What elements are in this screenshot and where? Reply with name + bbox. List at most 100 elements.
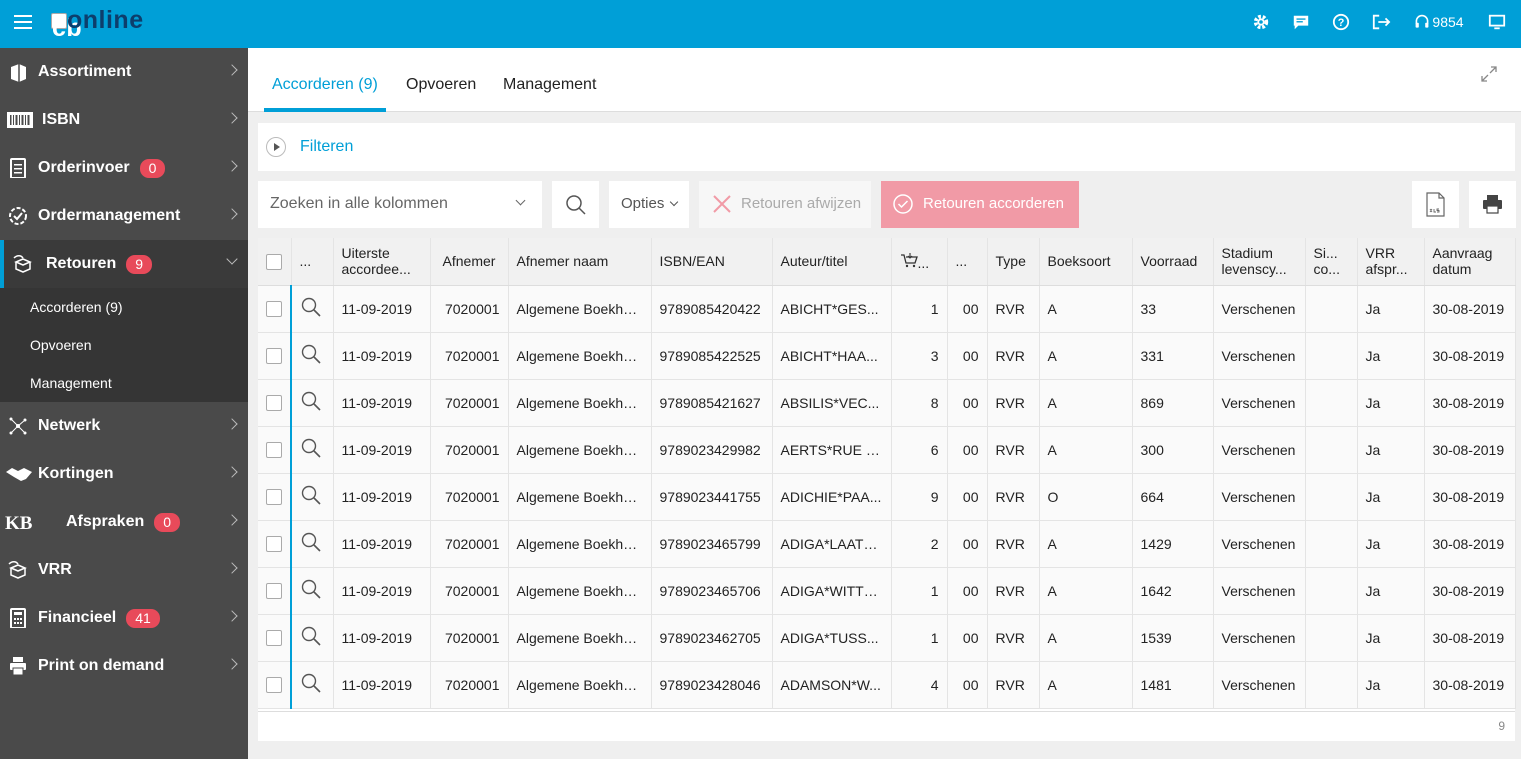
column-header-boeksoort[interactable]: Boeksoort <box>1039 238 1133 286</box>
tab-accorderen[interactable]: Accorderen (9) <box>264 76 386 112</box>
print-button[interactable] <box>1469 181 1516 228</box>
sidebar-subitem-management[interactable]: Management <box>30 375 112 391</box>
magnifier-icon[interactable] <box>300 343 322 365</box>
reject-returns-button[interactable]: Retouren afwijzen <box>699 181 871 228</box>
sidebar-subitem-opvoeren[interactable]: Opvoeren <box>30 337 92 353</box>
row-details-cell[interactable] <box>290 426 334 474</box>
row-checkbox[interactable] <box>266 630 282 647</box>
row-checkbox-cell[interactable] <box>258 520 292 568</box>
table-row[interactable]: 11-09-2019 7020001 Algemene Boekha... 97890… <box>258 332 1516 380</box>
table-row[interactable]: 11-09-2019 7020001 Algemene Boekha... 97890… <box>258 285 1516 333</box>
row-checkbox[interactable] <box>266 348 282 365</box>
row-checkbox-cell[interactable] <box>258 426 292 474</box>
magnifier-icon[interactable] <box>300 484 322 506</box>
count-badge: 0 <box>154 512 181 532</box>
sidebar-item-print-on-demand[interactable]: Print on demand <box>0 642 248 690</box>
magnifier-icon[interactable] <box>300 437 322 459</box>
row-checkbox[interactable] <box>266 301 282 318</box>
sidebar-item-kortingen[interactable]: Kortingen <box>0 450 248 498</box>
select-all-checkbox-cell[interactable] <box>258 238 292 286</box>
row-checkbox[interactable] <box>266 677 282 694</box>
tab-management[interactable]: Management <box>503 76 597 93</box>
row-checkbox[interactable] <box>266 395 282 412</box>
sidebar-item-financieel[interactable]: Financieel 41 <box>0 594 248 642</box>
row-checkbox-cell[interactable] <box>258 473 292 521</box>
row-details-cell[interactable] <box>290 285 334 333</box>
row-details-cell[interactable] <box>290 614 334 662</box>
sidebar-item-assortiment[interactable]: Assortiment <box>0 48 248 96</box>
row-checkbox[interactable] <box>266 536 282 553</box>
logo[interactable]: cbonline <box>51 6 144 42</box>
help-icon[interactable]: ? <box>1331 12 1351 32</box>
column-header-afnemer[interactable]: Afnemer <box>430 238 509 286</box>
column-header-quantity[interactable]: ... <box>891 238 948 286</box>
monitor-icon[interactable] <box>1487 12 1507 32</box>
chat-icon[interactable] <box>1291 12 1311 32</box>
row-checkbox-cell[interactable] <box>258 285 292 333</box>
column-header-code[interactable]: ... <box>947 238 988 286</box>
row-checkbox[interactable] <box>266 489 282 506</box>
column-header-vrr-afspraak[interactable]: VRR afspr... <box>1357 238 1425 286</box>
table-row[interactable]: 11-09-2019 7020001 Algemene Boekha... 97890… <box>258 426 1516 474</box>
table-row[interactable]: 11-09-2019 7020001 Algemene Boekha... 97890… <box>258 379 1516 427</box>
column-header-aanvraag-datum[interactable]: Aanvraag datum <box>1424 238 1516 286</box>
search-input[interactable]: Zoeken in alle kolommen <box>258 181 542 228</box>
sidebar-item-isbn[interactable]: ISBN <box>0 96 248 144</box>
row-details-cell[interactable] <box>290 567 334 615</box>
magnifier-icon[interactable] <box>300 625 322 647</box>
column-header-stadium[interactable]: Stadium levenscy... <box>1213 238 1306 286</box>
column-header-actions[interactable]: ... <box>291 238 334 286</box>
sidebar-item-retouren[interactable]: Retouren 9 <box>0 240 248 288</box>
sidebar-item-netwerk[interactable]: Netwerk <box>0 402 248 450</box>
logout-icon[interactable] <box>1371 12 1391 32</box>
table-row[interactable]: 11-09-2019 7020001 Algemene Boekha... 97890… <box>258 661 1516 709</box>
opties-dropdown[interactable]: Opties <box>609 181 689 228</box>
expand-filter-icon[interactable] <box>266 137 286 157</box>
table-row[interactable]: 11-09-2019 7020001 Algemene Boekha... 97890… <box>258 614 1516 662</box>
search-button[interactable] <box>552 181 599 228</box>
filter-label[interactable]: Filteren <box>300 138 354 155</box>
row-details-cell[interactable] <box>290 473 334 521</box>
row-checkbox[interactable] <box>266 442 282 459</box>
filter-bar[interactable]: Filteren <box>258 123 1515 171</box>
sidebar-item-vrr[interactable]: VRR <box>0 546 248 594</box>
row-checkbox-cell[interactable] <box>258 567 292 615</box>
row-checkbox-cell[interactable] <box>258 332 292 380</box>
column-header-auteur-titel[interactable]: Auteur/titel <box>772 238 892 286</box>
column-header-type[interactable]: Type <box>987 238 1040 286</box>
column-header-afnemer-naam[interactable]: Afnemer naam <box>508 238 652 286</box>
export-xls-button[interactable] <box>1412 181 1459 228</box>
headset-support[interactable]: 9854 <box>1411 12 1467 32</box>
expand-icon[interactable] <box>1481 66 1497 82</box>
select-all-checkbox[interactable] <box>266 253 282 270</box>
column-header-voorraad[interactable]: Voorraad <box>1132 238 1214 286</box>
table-row[interactable]: 11-09-2019 7020001 Algemene Boekha... 97890… <box>258 473 1516 521</box>
settings-gear-icon[interactable] <box>1251 12 1271 32</box>
magnifier-icon[interactable] <box>300 296 322 318</box>
column-header-uiterste-accordeerdatum[interactable]: Uiterste accordee... <box>333 238 431 286</box>
magnifier-icon[interactable] <box>300 672 322 694</box>
sidebar-item-afspraken[interactable]: KB Afspraken 0 <box>0 498 248 546</box>
row-checkbox-cell[interactable] <box>258 379 292 427</box>
magnifier-icon[interactable] <box>300 578 322 600</box>
row-details-cell[interactable] <box>290 332 334 380</box>
column-header-si-co[interactable]: Si... co... <box>1305 238 1358 286</box>
sidebar-item-ordermanagement[interactable]: Ordermanagement <box>0 192 248 240</box>
row-details-cell[interactable] <box>290 379 334 427</box>
sidebar-subitem-accorderen[interactable]: Accorderen (9) <box>30 299 123 315</box>
accept-returns-button[interactable]: Retouren accorderen <box>881 181 1079 228</box>
row-checkbox[interactable] <box>266 583 282 600</box>
sidebar-item-orderinvoer[interactable]: Orderinvoer 0 <box>0 144 248 192</box>
hamburger-menu-icon[interactable] <box>14 15 32 33</box>
row-checkbox-cell[interactable] <box>258 661 292 709</box>
magnifier-icon[interactable] <box>300 390 322 412</box>
row-checkbox-cell[interactable] <box>258 614 292 662</box>
magnifier-icon[interactable] <box>300 531 322 553</box>
table-row[interactable]: 11-09-2019 7020001 Algemene Boekha... 97890… <box>258 520 1516 568</box>
column-header-isbn[interactable]: ISBN/EAN <box>651 238 773 286</box>
row-details-cell[interactable] <box>290 520 334 568</box>
tab-opvoeren[interactable]: Opvoeren <box>406 76 477 93</box>
row-details-cell[interactable] <box>290 661 334 709</box>
chevron-down-icon[interactable] <box>515 195 526 206</box>
table-row[interactable]: 11-09-2019 7020001 Algemene Boekha... 97890… <box>258 567 1516 615</box>
